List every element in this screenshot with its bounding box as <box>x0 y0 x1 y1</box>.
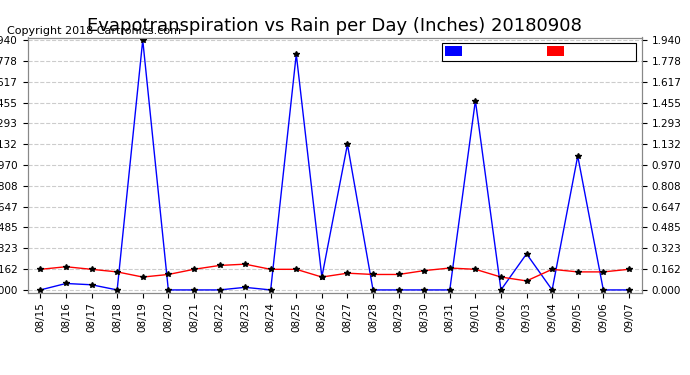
Title: Evapotranspiration vs Rain per Day (Inches) 20180908: Evapotranspiration vs Rain per Day (Inch… <box>87 16 582 34</box>
Text: Copyright 2018 Cartronics.com: Copyright 2018 Cartronics.com <box>7 26 181 36</box>
Legend: Rain  (Inches), ET  (Inches): Rain (Inches), ET (Inches) <box>442 43 636 60</box>
